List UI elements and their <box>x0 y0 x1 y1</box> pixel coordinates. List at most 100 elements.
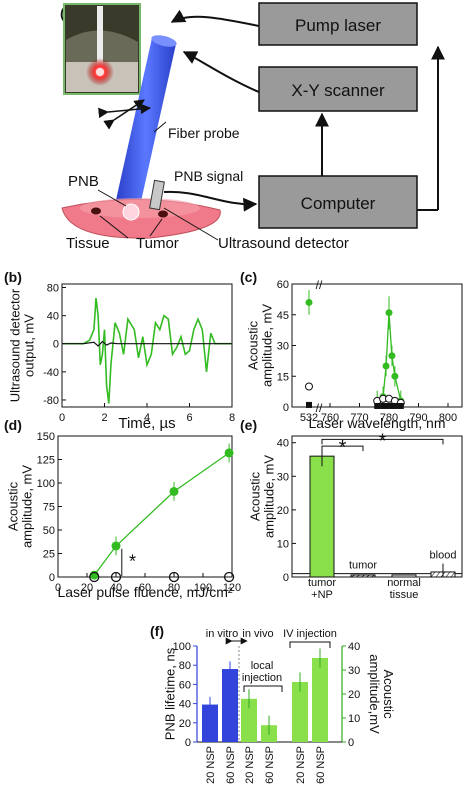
f-left-tick-label: 0 <box>185 737 191 749</box>
c-ytick-label: 30 <box>277 341 289 353</box>
b-series-1-line <box>62 298 232 404</box>
e-ytick-label: 0 <box>283 572 289 584</box>
c-xlabel: Laser wavelength, nm <box>309 415 446 431</box>
c-ytick-label: 0 <box>283 402 289 414</box>
f-right-tick-label: 30 <box>348 665 360 677</box>
computer-label: Computer <box>301 194 376 213</box>
scan-arrow-2 <box>103 99 145 130</box>
f-xtick-label: 20 NSP <box>244 746 256 784</box>
f-xtick-2: 60 NSP <box>225 746 237 784</box>
b-ytick-label: 0 <box>53 339 59 351</box>
c-xtick-label: 790 <box>409 412 427 424</box>
c-point-square <box>386 402 392 409</box>
e-bracket-1 <box>321 445 364 452</box>
pump-laser-label: Pump laser <box>295 16 381 35</box>
f-annot-in-vivo: in vivo <box>242 628 273 640</box>
d-xtick-label: 0 <box>55 582 61 594</box>
e-bar-1 <box>309 455 335 578</box>
f-xtick-label: 20 NSP <box>295 746 307 784</box>
c-ylabel-line-1: Acoustic <box>246 320 261 370</box>
e-bar-hatch <box>435 571 441 578</box>
panel-b-label: (b) <box>4 269 22 285</box>
f-left-tick-label: 60 <box>179 679 191 691</box>
xy-scanner-label: X-Y scanner <box>291 81 385 100</box>
f-xtick-label: 60 NSP <box>225 746 237 784</box>
d-xtick-label: 100 <box>194 582 212 594</box>
e-ytick-label: 10 <box>277 538 289 550</box>
f-left-ylabel: PNB lifetime, ns <box>163 647 178 740</box>
tumor-leader-1 <box>99 215 129 239</box>
d-ylabel-line-1: Acoustic <box>6 481 21 531</box>
e-ytick-label: 30 <box>277 471 289 483</box>
c-point-np <box>388 352 396 360</box>
b-xtick-label: 0 <box>59 412 65 424</box>
f-annot-in-vitro: in vitro <box>206 628 238 640</box>
d-ytick-label: 25 <box>43 549 55 561</box>
plot-d-frame <box>57 435 233 578</box>
c-point-square <box>397 402 404 409</box>
e-bracket-1-star: * <box>339 437 347 459</box>
d-xtick-label: 40 <box>110 582 122 594</box>
panel-a: (a) Pump laser X-Y scanner Computer <box>60 2 445 252</box>
b-xtick-label: 4 <box>144 412 150 424</box>
computer-box: Computer <box>258 175 418 229</box>
b-ytick-label: -40 <box>43 367 59 379</box>
tissue <box>61 198 221 239</box>
f-local-bracket <box>243 685 283 692</box>
f-right-tick-label: 20 <box>348 689 360 701</box>
e-bar-hatch <box>360 574 366 578</box>
f-annot-local-line-1: local <box>251 660 274 672</box>
pump-laser-box: Pump laser <box>258 2 418 46</box>
d-point-np <box>224 448 234 458</box>
f-bar-3 <box>241 698 257 742</box>
c-point-np <box>385 309 393 317</box>
e-ytick-label: 20 <box>277 505 289 517</box>
e-cat-2-line-1: tumor <box>349 560 377 572</box>
c-point-square <box>306 401 312 408</box>
scanner-to-probe-arrow <box>182 51 260 93</box>
f-xtick-label: 60 NSP <box>264 746 276 784</box>
f-xtick-5: 20 NSP <box>295 746 307 784</box>
f-bar-5 <box>292 682 308 742</box>
c-xtick-label: 780 <box>380 412 398 424</box>
laser-to-probe-arrow <box>170 9 260 27</box>
e-bar-hatch <box>370 574 376 578</box>
d-xtick-label: 20 <box>81 582 93 594</box>
c-ylabel-line-2: amplitude, mV <box>260 304 275 387</box>
f-right-tick-label: 0 <box>348 737 354 749</box>
d-ytick-label: 125 <box>37 455 55 467</box>
f-right-ylabel-line-2: amplitude,mV <box>367 654 382 734</box>
e-cat-1-line-2: +NP <box>311 589 333 601</box>
f-annot-iv: IV injection <box>283 628 337 640</box>
c-point-control <box>305 382 313 391</box>
f-right-tick-label: 10 <box>348 713 360 725</box>
e-bar-hatch <box>365 574 371 578</box>
d-xlabel: Laser pulse fluence, mJ/cm² <box>57 584 232 600</box>
b-xlabel: Time, µs <box>118 415 175 432</box>
panel-c-label: (c) <box>240 269 257 285</box>
pnb-label: PNB <box>68 173 99 190</box>
d-ytick-label: 100 <box>37 478 55 490</box>
pnb-signal-label: PNB signal <box>174 168 243 184</box>
f-right-ylabel-line-1: Acoustic <box>381 669 396 719</box>
e-bracket-2 <box>321 438 444 445</box>
d-xtick-label: 60 <box>139 582 151 594</box>
e-bar-hatch <box>445 571 451 578</box>
b-xtick-label: 6 <box>186 412 192 424</box>
f-xtick-4: 60 NSP <box>264 746 276 784</box>
d-xtick-label: 80 <box>168 582 180 594</box>
c-axis-break-top: // <box>316 278 323 292</box>
c-ytick-label: 45 <box>277 310 289 322</box>
tumor-label: Tumor <box>136 235 179 252</box>
c-ytick-label: 15 <box>277 371 289 383</box>
panel-d: (d) 0 20 40 60 80 100 120 0 25 50 75 100 125 150 * Lase… <box>4 417 241 600</box>
c-axis-break-bottom: // <box>316 401 323 415</box>
f-bar-1 <box>202 704 218 742</box>
b-series-2-line <box>62 340 232 347</box>
ultrasound-detector-label: Ultrasound detector <box>218 235 349 252</box>
plot-c-frame <box>291 283 463 408</box>
d-point-control <box>89 571 100 583</box>
e-cat-3-line-2: tissue <box>390 589 419 601</box>
c-point-square <box>391 402 398 409</box>
